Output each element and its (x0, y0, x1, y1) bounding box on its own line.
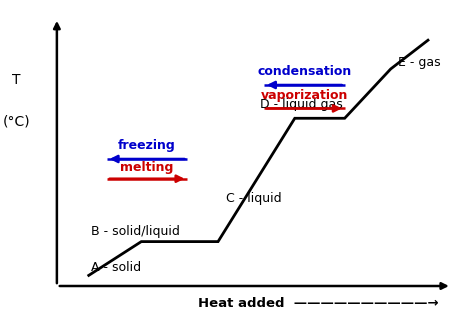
Text: freezing: freezing (118, 138, 176, 151)
Text: B - solid/liquid: B - solid/liquid (91, 225, 180, 238)
Text: Heat added  ——————————→: Heat added ——————————→ (198, 297, 438, 310)
Text: D - liquid gas: D - liquid gas (260, 98, 343, 111)
Text: T: T (12, 73, 21, 87)
Text: C - liquid: C - liquid (226, 192, 282, 205)
Text: condensation: condensation (257, 65, 352, 78)
Text: vaporization: vaporization (261, 89, 348, 102)
Text: melting: melting (120, 161, 174, 174)
Text: A - solid: A - solid (91, 261, 142, 274)
Text: (°C): (°C) (3, 115, 30, 129)
Text: E - gas: E - gas (398, 56, 441, 69)
